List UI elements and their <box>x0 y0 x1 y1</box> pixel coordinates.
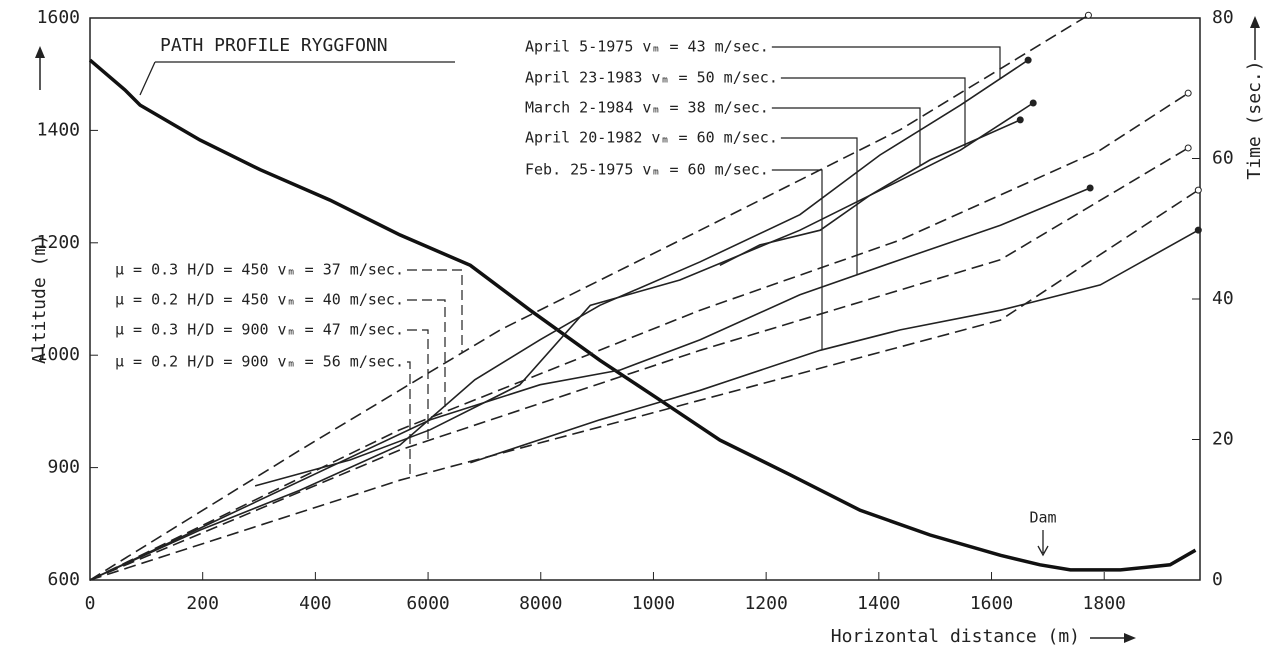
leader-line <box>780 137 858 275</box>
series-label: April 5-1975 vₘ = 43 m/sec. <box>525 38 769 56</box>
end-marker <box>1086 184 1094 192</box>
series-label: μ = 0.3 H/D = 900 vₘ = 47 m/sec. <box>115 321 404 339</box>
y2-tick-label: 40 <box>1212 288 1234 309</box>
y-tick-label: 1000 <box>37 344 80 365</box>
x-tick-label: 200 <box>186 593 219 614</box>
series-line <box>89 189 1199 581</box>
y2-axis-label: Time (sec.) <box>1244 60 1265 179</box>
x-tick-label: 6000 <box>406 593 449 614</box>
x-tick-label: 1200 <box>744 593 787 614</box>
leader-line <box>406 299 446 412</box>
leader-line <box>771 107 921 166</box>
series-line <box>89 187 1091 581</box>
series-label: μ = 0.2 H/D = 900 vₘ = 56 m/sec. <box>115 353 404 371</box>
y-tick-label: 1400 <box>37 119 80 140</box>
y-tick-label: 1600 <box>37 7 80 28</box>
end-marker <box>1184 89 1192 97</box>
series-line <box>89 92 1189 581</box>
leader-line <box>406 361 411 478</box>
leader-line <box>406 329 429 441</box>
arrow-head <box>35 46 45 58</box>
y2-tick-label: 0 <box>1212 569 1223 590</box>
y-tick-label: 900 <box>47 457 80 478</box>
series-line <box>88 58 1197 572</box>
y2-tick-label: 60 <box>1212 148 1234 169</box>
annotation: Dam <box>1029 509 1056 527</box>
leader-line <box>771 169 823 350</box>
end-marker <box>1194 186 1202 194</box>
series-line <box>719 119 1021 267</box>
y2-tick-label: 80 <box>1212 7 1234 28</box>
series-line <box>89 14 1089 581</box>
y-tick-label: 1200 <box>37 232 80 253</box>
end-marker <box>1184 144 1192 152</box>
leader-line <box>780 77 966 148</box>
series-label: April 20-1982 vₘ = 60 m/sec. <box>525 129 778 147</box>
x-axis-label: Horizontal distance (m) <box>831 626 1080 647</box>
series-label: March 2-1984 vₘ = 38 m/sec. <box>525 99 769 117</box>
end-marker <box>1084 11 1092 19</box>
y2-tick-label: 20 <box>1212 429 1234 450</box>
series-label: μ = 0.2 H/D = 450 vₘ = 40 m/sec. <box>115 291 404 309</box>
y-axis-label: Altitude (m) <box>29 234 50 364</box>
x-tick-label: 0 <box>85 593 96 614</box>
end-marker <box>1194 226 1202 234</box>
series-line <box>89 147 1189 581</box>
x-tick-label: 1400 <box>857 593 900 614</box>
series-line <box>89 59 1029 581</box>
annotation-arrow <box>1037 530 1049 557</box>
leader-line <box>771 46 1001 79</box>
end-marker <box>1016 116 1024 124</box>
annotation-leader <box>139 61 455 96</box>
end-marker <box>1029 99 1037 107</box>
x-tick-label: 8000 <box>519 593 562 614</box>
x-tick-label: 1000 <box>632 593 675 614</box>
end-marker <box>1024 56 1032 64</box>
annotation: PATH PROFILE RYGGFONN <box>160 35 388 56</box>
series-line <box>470 229 1199 464</box>
series-label: April 23-1983 vₘ = 50 m/sec. <box>525 69 778 87</box>
series-label: μ = 0.3 H/D = 450 vₘ = 37 m/sec. <box>115 261 404 279</box>
x-tick-label: 400 <box>299 593 332 614</box>
leader-line <box>406 269 463 353</box>
series-line <box>254 102 1034 487</box>
x-tick-label: 1800 <box>1083 593 1126 614</box>
arrow-head <box>1250 16 1260 28</box>
arrow-head <box>1124 633 1136 643</box>
x-tick-label: 1600 <box>970 593 1013 614</box>
series-label: Feb. 25-1975 vₘ = 60 m/sec. <box>525 161 769 179</box>
y-tick-label: 600 <box>47 569 80 590</box>
